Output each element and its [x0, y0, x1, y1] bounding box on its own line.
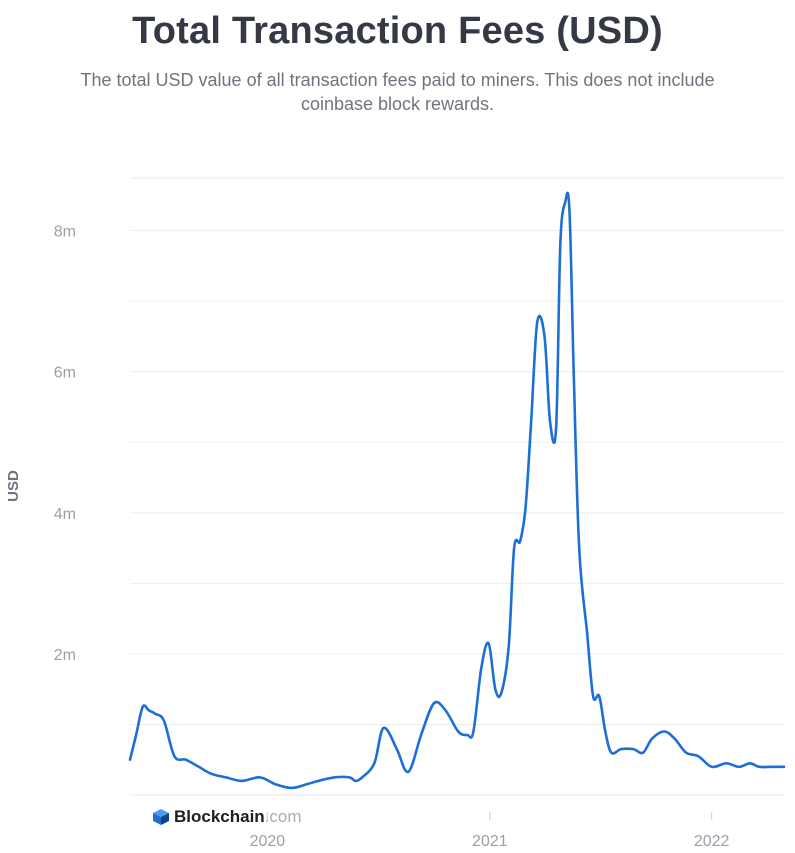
logo-name: Blockchain — [174, 807, 265, 826]
x-axis-ticks: 2020 2021 2022 — [250, 812, 730, 850]
y-axis-label: USD — [5, 470, 22, 502]
x-tick-label: 2020 — [250, 833, 286, 850]
x-tick-label: 2022 — [694, 833, 730, 850]
y-axis-ticks: 2m 4m 6m 8m — [54, 224, 76, 664]
y-tick-label: 8m — [54, 224, 76, 241]
series-line — [128, 191, 786, 790]
y-tick-label: 4m — [54, 506, 76, 523]
y-tick-label: 6m — [54, 365, 76, 382]
chart-title: Total Transaction Fees (USD) — [132, 10, 663, 52]
blockchain-cube-icon — [153, 809, 169, 825]
blockchain-logo: Blockchain .com — [152, 807, 302, 827]
logo-domain: .com — [264, 807, 302, 826]
x-tick-label: 2021 — [472, 833, 508, 850]
chart-subtitle: The total USD value of all transaction f… — [80, 70, 715, 114]
y-tick-label: 2m — [54, 647, 76, 664]
grid-lines — [130, 177, 784, 796]
